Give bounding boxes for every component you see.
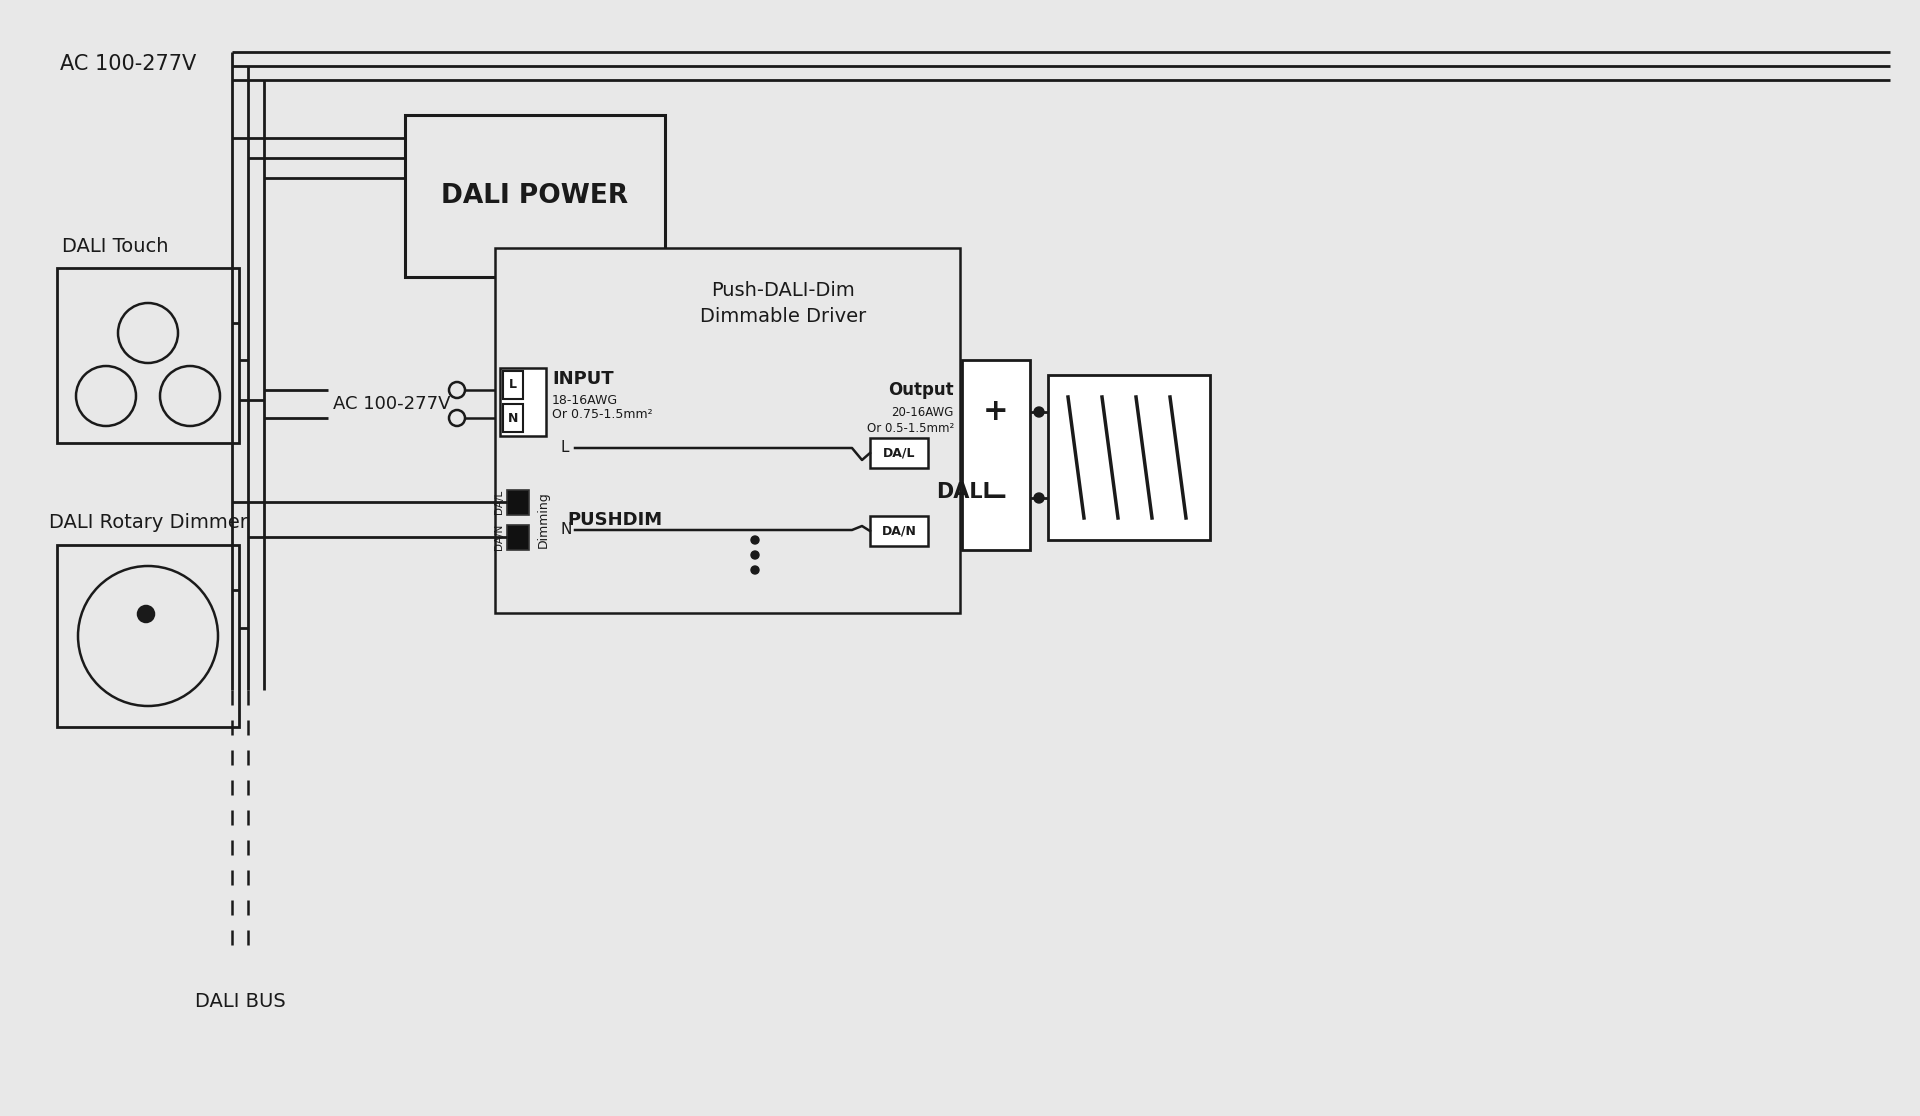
Text: DALI POWER: DALI POWER [442, 183, 628, 209]
Circle shape [449, 410, 465, 426]
Circle shape [449, 382, 465, 398]
Circle shape [159, 366, 221, 426]
FancyBboxPatch shape [507, 490, 530, 514]
FancyBboxPatch shape [405, 115, 664, 277]
Circle shape [751, 536, 758, 543]
Text: 20-16AWG: 20-16AWG [891, 405, 954, 418]
Text: L: L [561, 441, 568, 455]
Circle shape [138, 606, 154, 622]
Text: L: L [509, 378, 516, 392]
Text: +: + [983, 397, 1008, 426]
Text: AC 100-277V: AC 100-277V [332, 395, 451, 413]
Text: Or 0.75-1.5mm²: Or 0.75-1.5mm² [553, 408, 653, 421]
Text: 18-16AWG: 18-16AWG [553, 394, 618, 407]
Text: DA/N: DA/N [881, 525, 916, 538]
Text: PUSHDIM: PUSHDIM [566, 511, 662, 529]
FancyBboxPatch shape [870, 437, 927, 468]
Text: AC 100-277V: AC 100-277V [60, 54, 196, 74]
FancyBboxPatch shape [870, 516, 927, 546]
Text: DALI Touch: DALI Touch [61, 237, 169, 256]
FancyBboxPatch shape [507, 525, 530, 550]
Text: Push-DALI-Dim: Push-DALI-Dim [712, 280, 854, 299]
Text: −: − [983, 483, 1008, 512]
Text: N: N [507, 412, 518, 424]
Text: DA/L: DA/L [493, 490, 503, 514]
Text: DALI Rotary Dimmer: DALI Rotary Dimmer [50, 513, 248, 532]
FancyBboxPatch shape [58, 545, 238, 727]
Text: DA/L: DA/L [883, 446, 916, 460]
Circle shape [1035, 407, 1044, 417]
FancyBboxPatch shape [58, 268, 238, 443]
FancyBboxPatch shape [503, 404, 522, 432]
Circle shape [77, 366, 136, 426]
Text: Dimmable Driver: Dimmable Driver [701, 307, 866, 326]
Text: DALI BUS: DALI BUS [194, 992, 286, 1011]
Text: Dimming: Dimming [538, 492, 549, 548]
Circle shape [751, 551, 758, 559]
Circle shape [751, 566, 758, 574]
FancyBboxPatch shape [499, 368, 545, 436]
Text: DALI: DALI [937, 482, 991, 502]
Circle shape [1035, 493, 1044, 503]
FancyBboxPatch shape [1048, 375, 1210, 540]
Text: INPUT: INPUT [553, 371, 614, 388]
Text: Output: Output [889, 381, 954, 400]
Circle shape [79, 566, 219, 706]
FancyBboxPatch shape [503, 371, 522, 400]
Circle shape [117, 304, 179, 363]
Text: N: N [561, 522, 572, 538]
Text: Or 0.5-1.5mm²: Or 0.5-1.5mm² [866, 422, 954, 434]
FancyBboxPatch shape [495, 248, 960, 613]
FancyBboxPatch shape [962, 360, 1029, 550]
Text: DA/N: DA/N [493, 523, 503, 550]
